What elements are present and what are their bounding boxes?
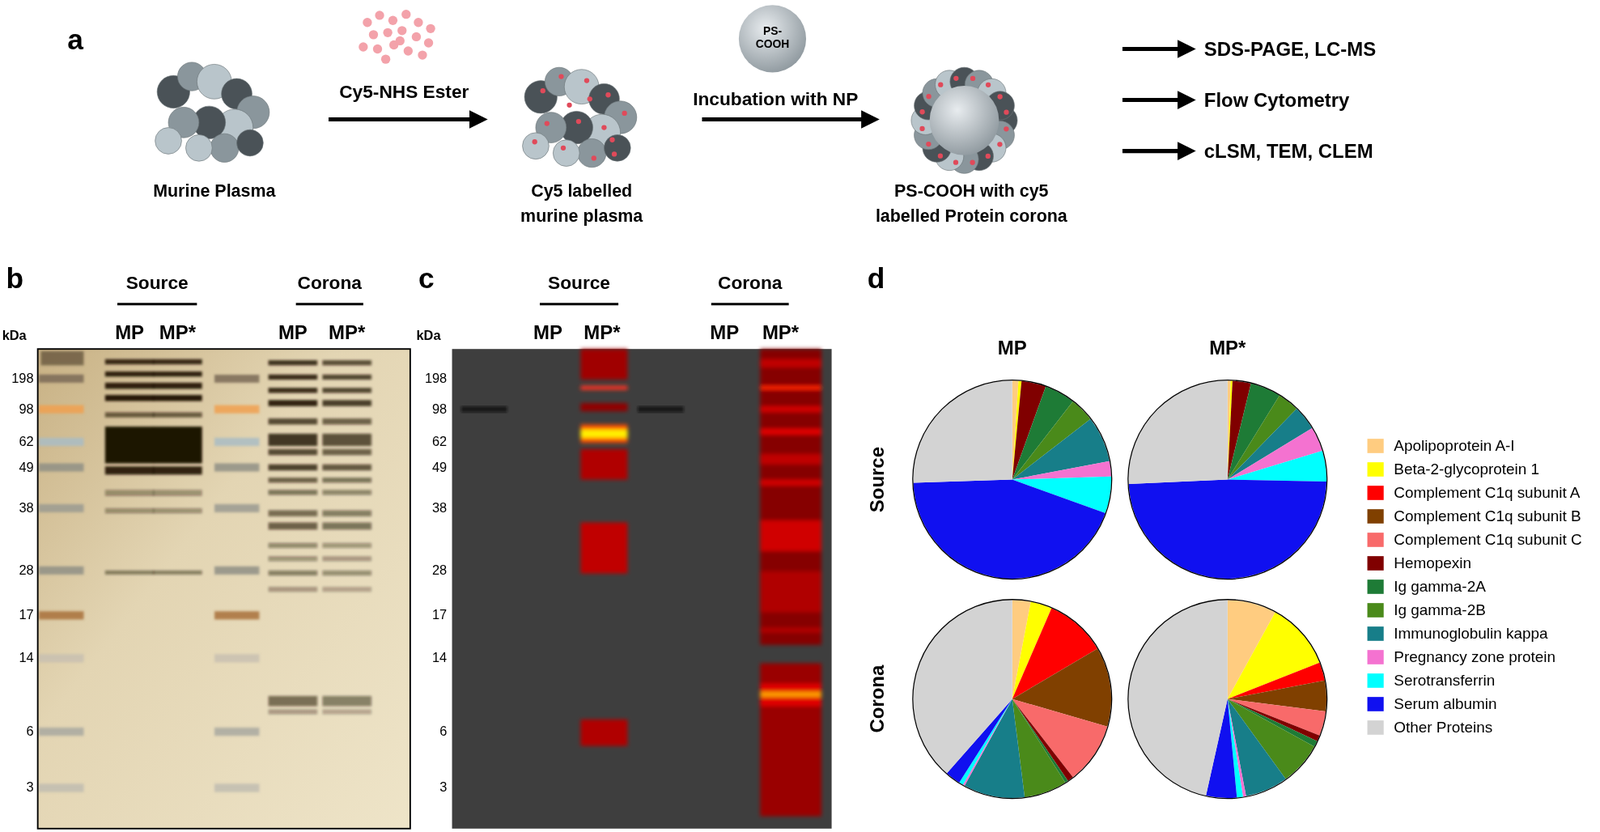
svg-text:Corona: Corona (865, 664, 888, 733)
svg-text:6: 6 (25, 723, 34, 739)
svg-text:MP: MP (114, 321, 145, 344)
svg-text:MP: MP (709, 321, 739, 344)
svg-text:MP*: MP* (762, 321, 800, 344)
svg-text:c: c (418, 262, 435, 294)
svg-text:Source: Source (865, 446, 888, 513)
svg-text:a: a (67, 23, 84, 56)
svg-text:cLSM, TEM, CLEM: cLSM, TEM, CLEM (1204, 140, 1374, 162)
svg-text:d: d (867, 262, 886, 294)
svg-text:kDa: kDa (6, 327, 28, 343)
svg-text:Serotransferrin: Serotransferrin (1393, 671, 1495, 689)
svg-text:kDa: kDa (416, 327, 442, 343)
svg-text:MP*: MP* (159, 321, 197, 344)
svg-text:Ig gamma-2B: Ig gamma-2B (1393, 601, 1486, 619)
svg-text:murine plasma: murine plasma (520, 206, 644, 226)
svg-text:Complement C1q subunit A: Complement C1q subunit A (1393, 483, 1581, 501)
svg-text:Corona: Corona (717, 271, 783, 293)
svg-text:MP: MP (533, 321, 563, 344)
svg-text:Source: Source (547, 271, 611, 293)
svg-text:14: 14 (432, 649, 447, 665)
svg-text:Flow Cytometry: Flow Cytometry (1204, 89, 1350, 111)
svg-text:38: 38 (432, 500, 447, 515)
svg-text:Other Proteins: Other Proteins (1393, 718, 1493, 736)
svg-text:98: 98 (432, 401, 447, 416)
svg-text:198: 198 (424, 370, 447, 386)
svg-text:MP: MP (997, 336, 1028, 359)
svg-text:Cy5 labelled: Cy5 labelled (530, 181, 633, 201)
svg-text:17: 17 (432, 606, 447, 622)
svg-text:28: 28 (18, 562, 34, 578)
svg-text:6: 6 (439, 723, 447, 739)
svg-text:Murine Plasma: Murine Plasma (152, 181, 276, 201)
svg-text:Apolipoprotein A-I: Apolipoprotein A-I (1393, 437, 1515, 455)
svg-text:98: 98 (18, 401, 34, 416)
svg-text:MP*: MP* (1209, 336, 1247, 359)
svg-text:PS-: PS- (763, 24, 782, 38)
svg-text:b: b (6, 262, 24, 294)
svg-text:Immunoglobulin kappa: Immunoglobulin kappa (1393, 624, 1549, 642)
svg-text:MP*: MP* (328, 321, 366, 344)
svg-text:PS-COOH with cy5: PS-COOH with cy5 (894, 181, 1049, 201)
svg-text:Serum albumin: Serum albumin (1393, 695, 1497, 713)
svg-text:3: 3 (25, 779, 34, 794)
svg-text:Beta-2-glycoprotein 1: Beta-2-glycoprotein 1 (1393, 460, 1540, 478)
svg-text:38: 38 (18, 500, 34, 515)
svg-text:49: 49 (432, 459, 447, 475)
svg-text:Hemopexin: Hemopexin (1393, 554, 1472, 572)
svg-text:3: 3 (439, 779, 447, 794)
svg-text:labelled Protein corona: labelled Protein corona (875, 206, 1069, 226)
svg-text:Incubation with NP: Incubation with NP (692, 88, 858, 110)
svg-text:62: 62 (432, 433, 447, 449)
svg-text:Complement C1q subunit C: Complement C1q subunit C (1393, 530, 1582, 548)
svg-text:MP*: MP* (583, 321, 621, 344)
svg-text:Ig gamma-2A: Ig gamma-2A (1393, 577, 1486, 595)
svg-text:49: 49 (18, 459, 34, 475)
svg-text:Complement C1q subunit B: Complement C1q subunit B (1393, 507, 1581, 525)
svg-text:62: 62 (18, 433, 34, 449)
svg-text:14: 14 (18, 649, 34, 665)
svg-text:Cy5-NHS Ester: Cy5-NHS Ester (339, 80, 469, 102)
svg-text:COOH: COOH (755, 37, 790, 51)
svg-text:Pregnancy zone protein: Pregnancy zone protein (1393, 648, 1556, 666)
svg-text:17: 17 (18, 606, 34, 622)
svg-text:Source: Source (126, 271, 189, 293)
svg-text:MP: MP (278, 321, 308, 344)
svg-text:SDS-PAGE, LC-MS: SDS-PAGE, LC-MS (1204, 38, 1376, 60)
svg-text:198: 198 (11, 370, 34, 386)
svg-text:Corona: Corona (297, 271, 363, 293)
svg-text:28: 28 (432, 562, 447, 578)
